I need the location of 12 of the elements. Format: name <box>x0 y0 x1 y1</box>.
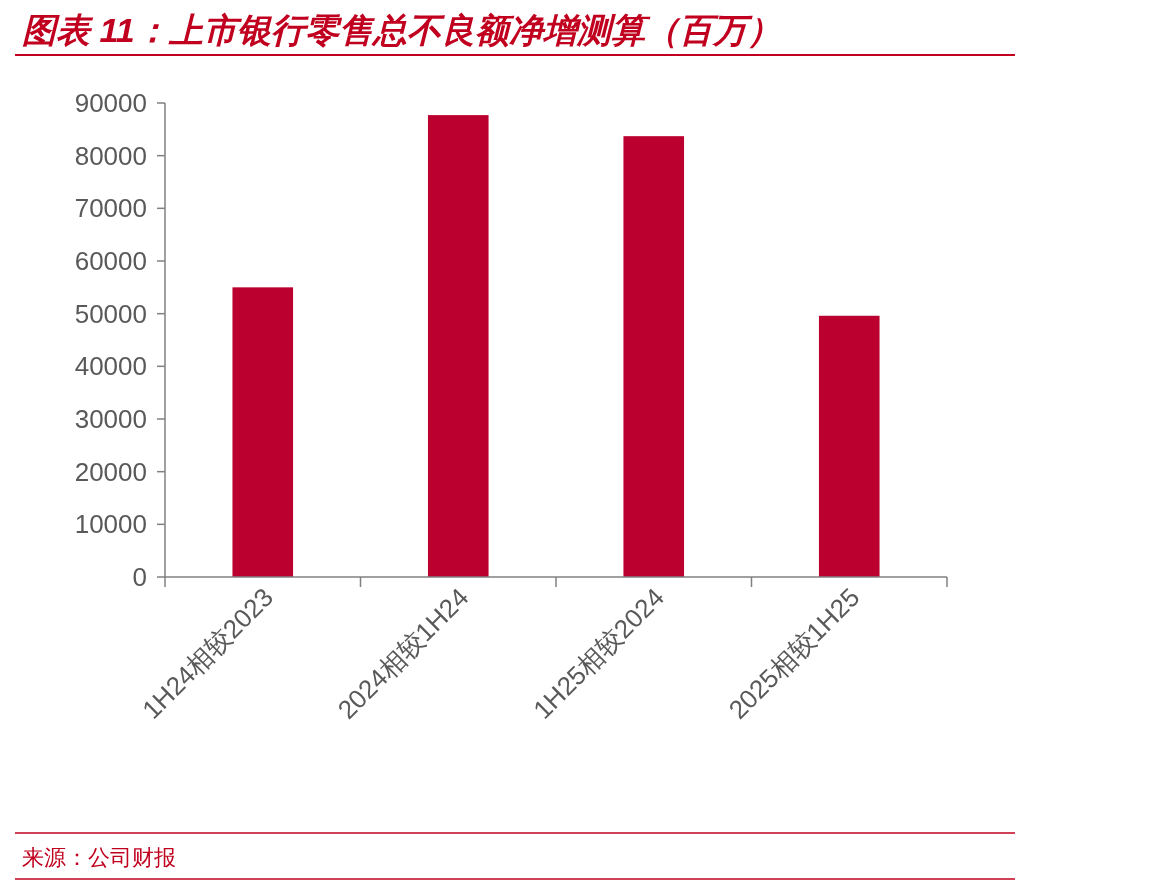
title: 图表 11：上市银行零售总不良额净增测算（百万） <box>22 11 781 49</box>
y-tick-label: 30000 <box>74 404 147 434</box>
y-tick-label: 0 <box>132 562 147 592</box>
y-tick-label: 60000 <box>74 246 147 276</box>
y-tick-label: 10000 <box>74 509 147 540</box>
y-tick-label: 50000 <box>74 298 147 329</box>
y-tick-label: 80000 <box>74 140 147 171</box>
y-tick-label: 70000 <box>74 193 147 224</box>
y-tick-label: 90000 <box>74 88 147 118</box>
source-note: 来源：公司财报 <box>22 845 176 870</box>
y-tick-label: 40000 <box>74 351 147 382</box>
y-tick-label: 20000 <box>74 456 147 487</box>
